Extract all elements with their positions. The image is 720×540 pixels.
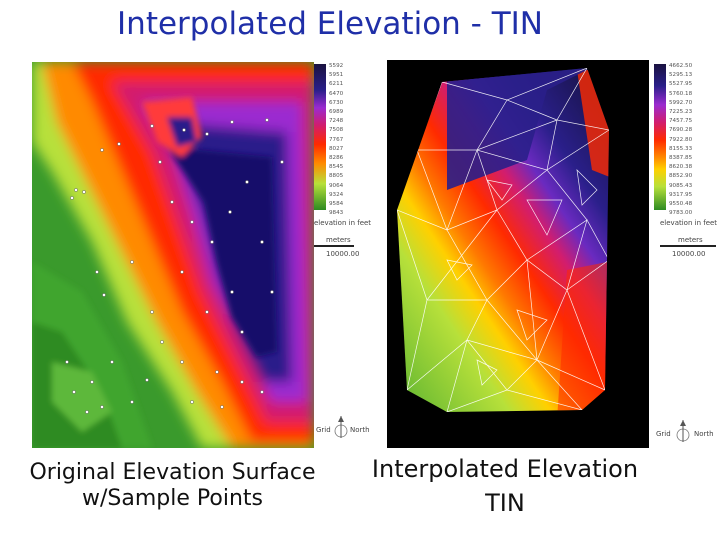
original-elevation-map [32, 62, 314, 448]
left-grid-label: Grid [316, 426, 331, 434]
left-legend-values: 5592 5951 6211 6470 6730 6989 7248 7508 7767… [329, 63, 344, 217]
right-scale-unit: meters [678, 236, 703, 244]
left-color-ramp [314, 64, 326, 210]
left-caption-line1: Original Elevation Surface [29, 460, 316, 485]
right-scale-value: 10000.00 [672, 250, 706, 258]
right-caption: Interpolated Elevation TIN [355, 452, 655, 520]
left-scale-unit: meters [326, 236, 351, 244]
right-caption-line1: Interpolated Elevation [371, 455, 639, 483]
left-caption-line2: w/Sample Points [82, 486, 263, 511]
right-color-ramp [654, 64, 666, 210]
right-legend-values: 4662.50 5295.13 5527.95 5760.18 5992.70 722… [669, 63, 693, 217]
right-scale-bar [660, 245, 716, 247]
left-legend-label: elevation in feet [314, 219, 372, 227]
left-north-arrow-icon [334, 414, 348, 440]
left-scale-value: 10000.00 [326, 250, 360, 258]
left-scale-bar [314, 245, 354, 247]
tin-elevation-map [387, 60, 649, 448]
right-north-arrow-icon [676, 418, 690, 444]
left-caption: Original Elevation Surface w/Sample Poin… [0, 460, 345, 512]
right-caption-line2: TIN [485, 489, 525, 517]
slide-title: Interpolated Elevation - TIN [117, 6, 543, 42]
left-north-label: North [350, 426, 370, 434]
right-legend-label: elevation in feet [660, 219, 718, 227]
right-north-label: North [694, 430, 714, 438]
right-grid-label: Grid [656, 430, 671, 438]
